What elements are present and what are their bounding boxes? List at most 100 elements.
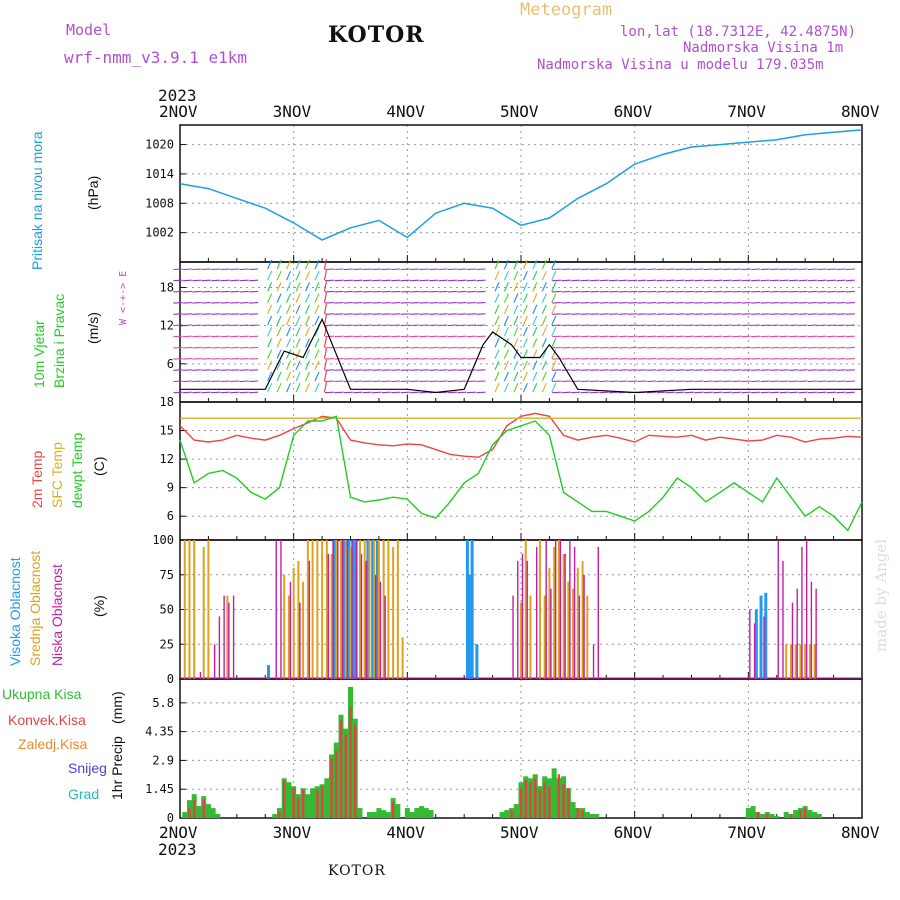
wind-arrow [552, 346, 562, 349]
wind-arrow [429, 324, 439, 327]
wind-arrow [372, 335, 382, 338]
wind-arrow [476, 290, 486, 293]
wind-arrow [590, 380, 600, 383]
low-cloud-bar [512, 595, 514, 679]
wind-arrow [532, 326, 538, 337]
wind-arrow [580, 358, 590, 360]
wind-arrow [703, 380, 713, 383]
wind-arrow [324, 369, 334, 371]
conv-rain-bar [766, 814, 769, 818]
mid-cloud-bar [363, 540, 366, 679]
wind-arrow [541, 382, 547, 393]
wind-arrow [807, 279, 818, 282]
wind-arrow [314, 270, 320, 281]
wind-arrow [770, 268, 780, 271]
wind-arrow [513, 338, 519, 348]
wind-arrow [295, 371, 301, 382]
wind-arrow [466, 313, 477, 315]
wind-arrow [314, 338, 320, 348]
wind-arrow [211, 302, 221, 304]
wind-arrow [381, 369, 391, 371]
wind-arrow [230, 313, 240, 315]
wind-arrow [353, 380, 363, 383]
wind-arrow [324, 391, 334, 394]
wind-arrow [637, 380, 647, 383]
precip-unit: (mm) [109, 691, 125, 724]
wind-arrow [532, 338, 538, 348]
wind-arrow [429, 369, 439, 371]
wind-arrow [580, 324, 590, 327]
wind-arrow [646, 380, 657, 383]
wind-arrow [400, 279, 410, 282]
total-rain-bar [816, 814, 822, 818]
wind-arrow [201, 391, 211, 394]
wind-arrow [656, 268, 666, 271]
wind-arrow [798, 279, 808, 282]
low-cloud-bar [275, 540, 277, 679]
wind-arrow [770, 313, 780, 315]
wind-arrow [173, 346, 183, 349]
wind-arrow [713, 346, 723, 349]
wind-arrow [513, 382, 519, 393]
wind-arrow [276, 382, 282, 393]
wind-arrow [324, 346, 334, 349]
wind-arrow [703, 335, 713, 338]
wind-arrow [694, 268, 704, 271]
wind-arrow [295, 382, 301, 393]
wind-arrow [836, 335, 846, 338]
low-cloud-bar [796, 588, 798, 679]
wind-arrow [494, 293, 500, 303]
wind-arrow [201, 335, 211, 338]
conv-rain-bar [543, 782, 546, 818]
wind-arrow [665, 268, 675, 271]
wind-arrow [684, 313, 694, 315]
wind-arrow [751, 324, 761, 327]
wind-arrow [457, 268, 467, 271]
wind-arrow [343, 380, 353, 383]
low-cloud-bar [753, 623, 756, 679]
wind-arrow [400, 380, 410, 383]
clouds-ytick-label: 75 [160, 568, 174, 582]
wind-arrow [732, 380, 742, 383]
wind-arrow [182, 391, 192, 394]
top-date-axis: 2NOV 3NOV 4NOV 5NOV 6NOV 7NOV 8NOV [159, 102, 880, 121]
wind-arrow [817, 369, 827, 371]
wind-arrow [798, 391, 808, 394]
wind-arrow [646, 324, 657, 327]
mid-cloud-bar [202, 546, 205, 679]
wind-arrow [665, 380, 675, 383]
mid-cloud-bar [344, 540, 347, 679]
wind-arrow [618, 335, 628, 338]
wind-arrow [522, 338, 528, 348]
wind-arrow [618, 346, 628, 349]
footer-station: KOTOR [328, 863, 386, 879]
wind-arrow [513, 326, 519, 337]
wind-arrow [732, 324, 742, 327]
wind-arrow [410, 380, 420, 383]
wind-arrow [249, 279, 259, 282]
wind-arrow [220, 279, 230, 282]
wind-arrow [362, 358, 372, 360]
wind-arrow [845, 335, 855, 338]
wind-arrow [438, 346, 448, 349]
wind-arrow [410, 335, 420, 338]
wind-arrow [552, 302, 562, 304]
conv-rain-bar [524, 780, 527, 818]
wind-arrow [694, 369, 704, 371]
wind-arrow [314, 360, 320, 371]
wind-arrow [713, 391, 723, 394]
wind-arrow [628, 346, 638, 349]
wind-arrow [305, 382, 311, 393]
cloud-unit: (%) [91, 595, 107, 617]
wind-arrow [675, 391, 685, 394]
wind-arrow [372, 279, 382, 282]
conv-rain-bar [339, 720, 343, 818]
wind-arrow [609, 324, 619, 327]
wind-arrow [476, 346, 486, 349]
wind-arrow [381, 391, 391, 394]
conv-rain-bar [344, 734, 347, 818]
mid-cloud-bar [358, 540, 361, 679]
wind-arrow [789, 358, 799, 360]
wind-arrow [675, 324, 685, 327]
wind-arrow [845, 324, 855, 327]
